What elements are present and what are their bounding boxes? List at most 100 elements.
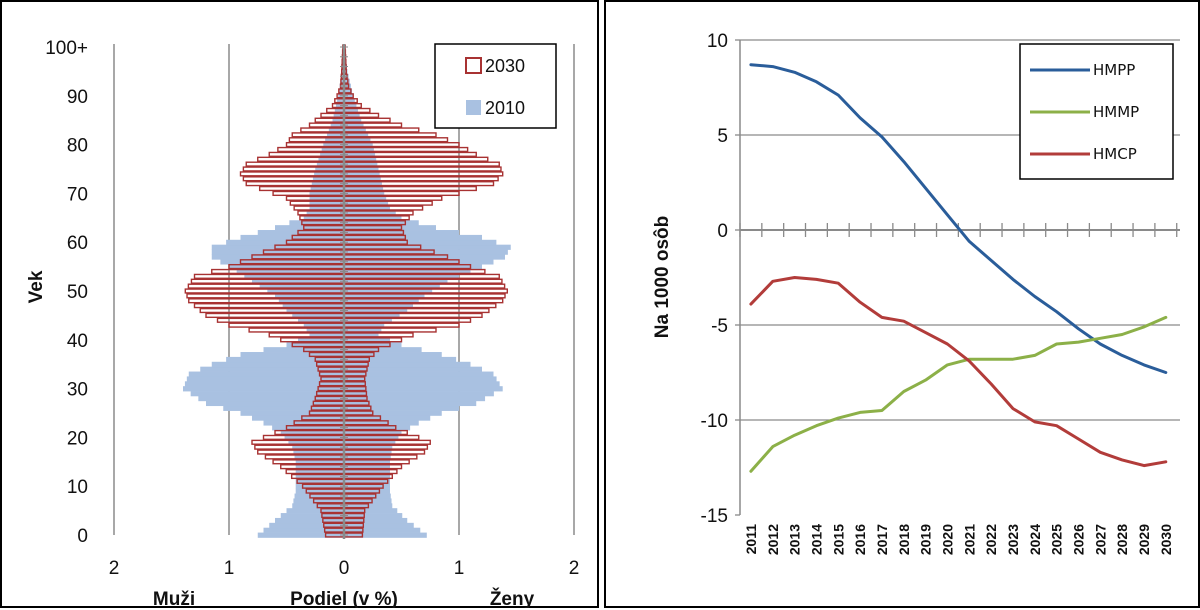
bar-2030-age <box>285 195 443 201</box>
bar-2030-age <box>187 283 506 289</box>
series-line-hmcp <box>749 276 1168 468</box>
bar-2030-age <box>264 454 418 460</box>
legend-label-hmcp: HMCP <box>1093 145 1137 163</box>
bar-2030-age <box>245 181 495 187</box>
bar-2030-age <box>188 298 504 304</box>
bar-2030-age <box>268 332 414 338</box>
legend-label-hmpp: HMPP <box>1093 61 1135 79</box>
bar-2010-age <box>236 269 471 275</box>
x-tick-label: 2020 <box>939 524 955 555</box>
bar-2010-age <box>240 234 482 241</box>
bar-2010-age <box>303 215 402 221</box>
bar-2030-age <box>251 254 449 260</box>
bar-2030-age <box>288 137 449 143</box>
bar-2030-age <box>228 263 472 270</box>
bar-2010-age <box>289 220 419 226</box>
bar-2030-age <box>272 190 460 197</box>
bar-2010-age <box>288 439 396 446</box>
bar-2030-age <box>303 224 403 231</box>
bar-2030-age <box>277 146 469 153</box>
bar-2030-age <box>280 464 403 470</box>
bar-2010-age <box>282 303 413 309</box>
y-tick-label: -15 <box>701 506 728 527</box>
pyramid-legend: 2030 2010 <box>434 43 557 129</box>
bar-2010-age <box>240 410 442 416</box>
bar-2030-age <box>272 459 410 465</box>
bar-2010-age <box>310 186 384 192</box>
bar-2010-age <box>184 381 500 387</box>
bar-2010-age <box>211 361 471 368</box>
bar-2030-age <box>291 342 391 348</box>
bar-2010-age <box>220 259 494 265</box>
x-tick-label: 2011 <box>743 524 759 555</box>
bar-2030-age <box>317 385 367 392</box>
y-tick-label: 70 <box>67 184 88 205</box>
bar-2030-age <box>291 234 407 240</box>
x-tick-label: 2024 <box>1027 524 1043 555</box>
y-tick-label: 5 <box>717 126 728 147</box>
bar-2010-age <box>278 298 419 304</box>
right-side-label: Ženy <box>490 588 535 608</box>
bar-2010-age <box>263 420 419 426</box>
migration-line-chart-panel: -15 -10 -5 0 5 10 2011 2012 2013 2014 2015 2016 201… <box>604 0 1200 608</box>
y-tick-label: 0 <box>717 221 728 242</box>
x-tick-label: 2017 <box>874 524 890 555</box>
legend-label-2010: 2010 <box>485 98 525 118</box>
bar-2010-age <box>286 508 398 514</box>
bar-2010-age <box>309 205 390 211</box>
bar-2030-age <box>285 468 398 475</box>
bar-2010-age <box>312 176 381 182</box>
left-side-label: Muži <box>153 589 195 608</box>
bar-2030-age <box>296 478 389 484</box>
x-tick-label: 2022 <box>983 524 999 555</box>
bar-2010-age <box>275 517 408 524</box>
bar-2030-age <box>320 112 380 118</box>
x-tick-label: 2029 <box>1136 524 1152 555</box>
bar-2010-age <box>292 312 400 319</box>
x-tick-label: 2028 <box>1114 524 1130 555</box>
bar-2010-age <box>211 254 505 260</box>
x-tick-label: 2021 <box>961 524 977 555</box>
x-tick-label: 2 <box>109 558 120 579</box>
bar-2010-age <box>240 352 442 358</box>
bar-2030-age <box>274 244 422 250</box>
x-tick-label: 2030 <box>1158 524 1174 555</box>
bar-2030-age <box>297 210 414 216</box>
bar-2030-age <box>299 215 410 221</box>
y-tick-label: -10 <box>701 411 728 432</box>
x-tick-label: 2026 <box>1071 524 1087 555</box>
bar-2030-age <box>190 278 503 284</box>
line-legend: HMPP HMMP HMCP <box>1019 43 1174 180</box>
bar-2030-age <box>280 337 403 343</box>
bar-2010-age <box>293 449 392 455</box>
line-series <box>749 63 1168 473</box>
x-tick-label: 2023 <box>1005 524 1021 555</box>
bar-2010-age <box>252 278 448 285</box>
bar-2030-age <box>274 429 408 436</box>
bar-2030-age <box>262 434 420 441</box>
bar-2030-age <box>239 259 460 265</box>
bar-2010-age <box>321 147 374 153</box>
x-tick-label: 2018 <box>896 524 912 555</box>
bar-2030-age <box>331 102 362 109</box>
y-tick-label: 80 <box>67 136 88 157</box>
bar-2030-age <box>262 249 435 255</box>
bar-2030-age <box>257 449 426 455</box>
bar-2030-age <box>268 151 477 157</box>
bar-2010-age <box>229 264 482 270</box>
x-tick-label: 2016 <box>852 524 868 555</box>
bar-2030-age <box>242 176 499 182</box>
x-tick-label: 2 <box>569 558 580 579</box>
bar-2010-age <box>190 391 494 397</box>
series-line-hmmp <box>749 315 1168 473</box>
bar-2010-age <box>244 273 459 280</box>
bar-2010-age <box>334 108 359 114</box>
y-tick-label: 40 <box>67 331 88 352</box>
bar-2010-age <box>226 239 497 246</box>
bar-2030-age <box>303 346 380 353</box>
bar-2010-age <box>206 400 477 407</box>
bar-2010-age <box>259 283 440 289</box>
bar-2030-age <box>285 141 460 148</box>
